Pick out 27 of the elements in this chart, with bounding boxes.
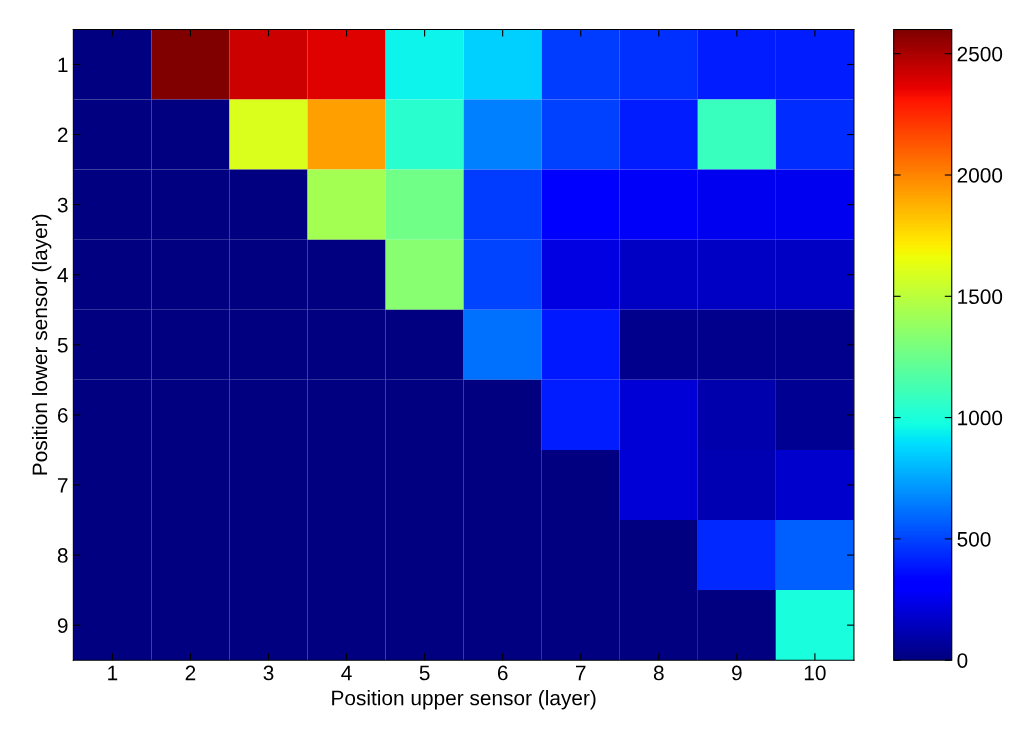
y-tick-label: 1: [58, 57, 68, 73]
color-bar-label: 2000: [957, 168, 1003, 183]
x-tick-label: 1: [108, 665, 118, 681]
color-bar-label: 1000: [958, 410, 1003, 426]
x-tick-label: 5: [419, 665, 430, 681]
y-tick-label: 2: [57, 127, 68, 143]
x-tick-label: 3: [263, 665, 274, 681]
y-axis-title: Position lower sensor (layer): [31, 214, 52, 475]
x-tick-label: 2: [185, 665, 196, 681]
color-bar-label: 500: [957, 531, 991, 547]
x-tick-label: 9: [732, 665, 742, 681]
x-tick-label: 10: [804, 665, 826, 681]
x-tick-label: 7: [576, 665, 586, 681]
y-tick-label: 7: [57, 478, 68, 493]
y-tick-label: 9: [57, 618, 68, 633]
x-axis-title: Position upper sensor (layer): [332, 690, 596, 710]
y-tick-label: 8: [57, 548, 68, 563]
color-bar-label: 1500: [958, 289, 1003, 305]
y-tick-label: 5: [57, 338, 68, 353]
y-tick-label: 6: [57, 407, 68, 423]
y-tick-label: 4: [57, 267, 68, 283]
color-bar-label: 0: [957, 653, 968, 668]
x-tick-label: 4: [341, 665, 352, 681]
y-tick-label: 3: [57, 197, 68, 213]
color-bar-label: 2500: [957, 46, 1003, 62]
x-tick-label: 8: [653, 665, 664, 681]
x-tick-label: 6: [497, 665, 508, 681]
